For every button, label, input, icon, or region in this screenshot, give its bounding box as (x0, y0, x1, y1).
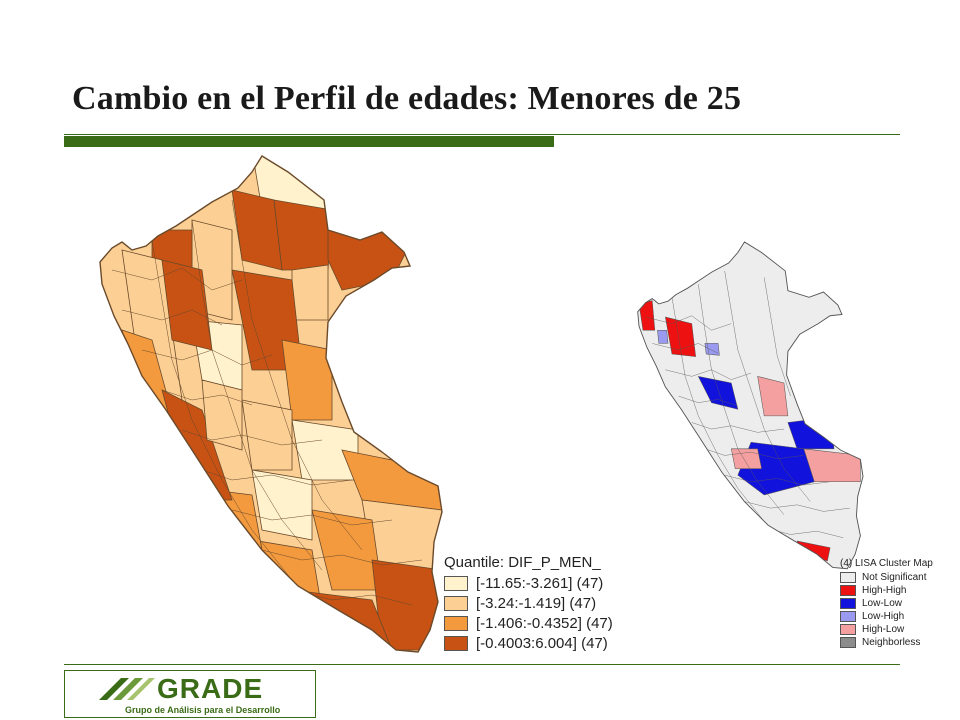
quantile-map (99, 155, 443, 653)
grade-logo-mark-icon (99, 678, 155, 700)
legend-label: High-High (862, 585, 907, 596)
region-high-low-center (757, 375, 789, 417)
legend-swatch (840, 624, 856, 635)
legend-label: [-3.24:-1.419] (47) (476, 594, 597, 612)
region-not-significant (637, 241, 864, 569)
legend-swatch (840, 598, 856, 609)
lisa-legend-item: High-Low (840, 623, 958, 636)
legend-swatch (444, 595, 468, 611)
legend-label: [-0.4003:6.004] (47) (476, 634, 608, 652)
legend-swatch (840, 637, 856, 648)
region-low-high-a (657, 329, 669, 344)
legend-swatch (840, 585, 856, 596)
legend-label: Low-High (862, 611, 905, 622)
quantile-legend-item: [-11.65:-3.261] (47) (444, 573, 644, 593)
lisa-legend-item: Low-High (840, 610, 958, 623)
region-loreto-south (291, 264, 329, 321)
region-pasco (241, 399, 293, 471)
title-accent-bar (64, 136, 554, 147)
legend-swatch (840, 611, 856, 622)
footer-rule (64, 664, 900, 665)
quantile-legend-item: [-0.4003:6.004] (47) (444, 633, 644, 653)
lisa-legend: (4) LISA Cluster Map Not Significant Hig… (840, 558, 958, 649)
quantile-legend-item: [-3.24:-1.419] (47) (444, 593, 644, 613)
slide-title: Cambio en el Perfil de edades: Menores d… (72, 80, 742, 117)
region-ucayali-north (281, 339, 333, 421)
title-underline (64, 134, 900, 135)
district-lines (645, 270, 850, 538)
lisa-legend-item: Not Significant (840, 571, 958, 584)
region-ancash (201, 379, 243, 451)
lisa-legend-item: High-High (840, 584, 958, 597)
logo-tagline: Grupo de Análisis para el Desarrollo (125, 705, 281, 715)
lisa-cluster-map (637, 241, 864, 570)
lisa-legend-item: Neighborless (840, 636, 958, 649)
lisa-legend-item: Low-Low (840, 597, 958, 610)
quantile-legend-item: [-1.406:-0.4352] (47) (444, 613, 644, 633)
region-junin (251, 469, 313, 541)
legend-label: [-11.65:-3.261] (47) (476, 574, 604, 592)
legend-label: Not Significant (862, 572, 927, 583)
grade-logo: GRADE Grupo de Análisis para el Desarrol… (64, 670, 316, 718)
region-north-b (273, 199, 333, 271)
legend-label: Neighborless (862, 637, 921, 648)
legend-label: [-1.406:-0.4352] (47) (476, 614, 613, 632)
quantile-legend: Quantile: DIF_P_MEN_ [-11.65:-3.261] (47… (444, 554, 644, 653)
legend-swatch (444, 615, 468, 631)
region-low-high-b (704, 343, 720, 356)
legend-swatch (444, 635, 468, 651)
legend-label: Low-Low (862, 598, 903, 609)
region-high-low-west (730, 448, 762, 469)
logo-wordmark: GRADE (157, 673, 264, 704)
region-ucayali-south (291, 419, 359, 481)
legend-label: High-Low (862, 624, 905, 635)
legend-swatch (444, 575, 468, 591)
lisa-legend-title: (4) LISA Cluster Map (840, 558, 933, 569)
legend-swatch (840, 572, 856, 583)
quantile-legend-title: Quantile: DIF_P_MEN_ (444, 554, 601, 571)
region-north-east (327, 219, 413, 291)
region-low-low-north (697, 375, 739, 410)
